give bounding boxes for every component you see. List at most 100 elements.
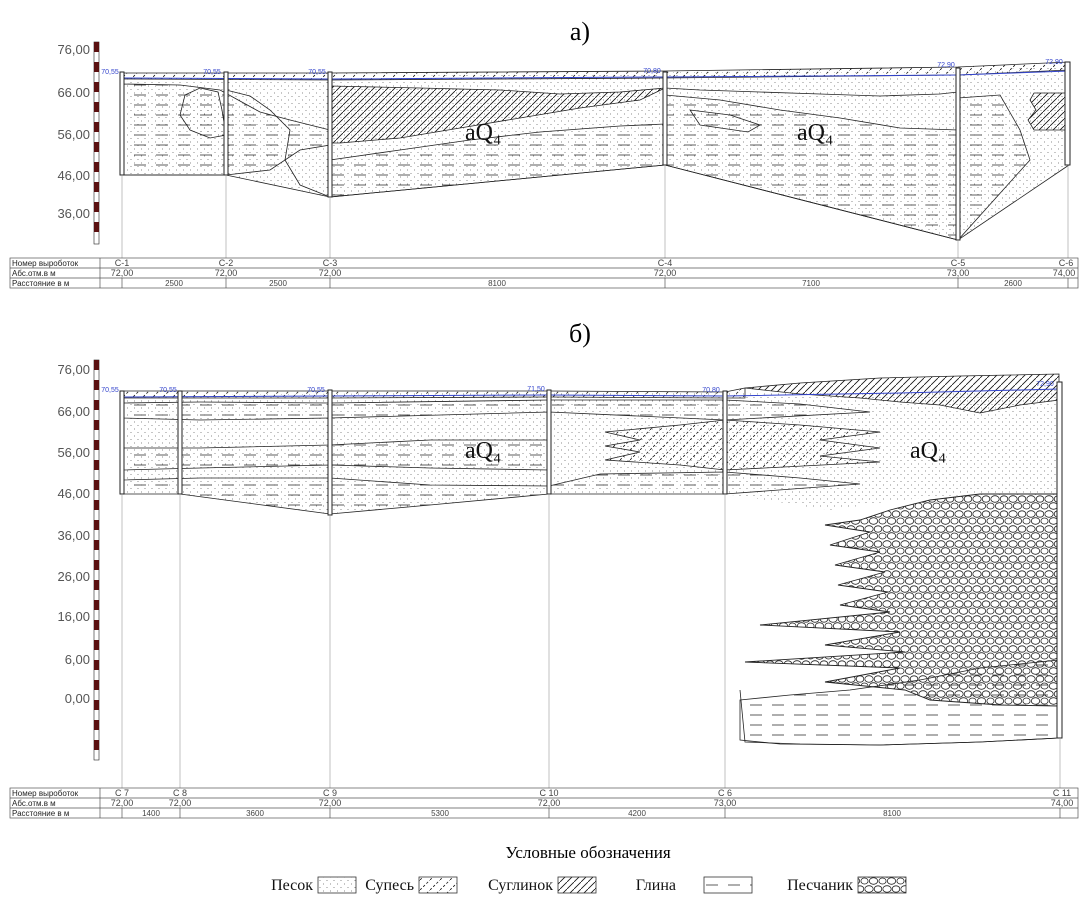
legend-swatch-sandstone [857, 876, 907, 894]
table-a-elev-2: 72,00 [215, 268, 238, 278]
well-c8 [177, 390, 183, 495]
well-top-b-5: 70,80 [702, 387, 720, 394]
legend-swatch-sand [317, 876, 357, 894]
well-c7 [119, 390, 125, 495]
table-a-well-5: С-5 [951, 258, 966, 268]
table-a-elev-6: 74,00 [1053, 268, 1076, 278]
table-a-row-label-2: Абс.отм.в м [12, 269, 56, 278]
table-b-row-label-1: Номер выроботок [12, 789, 79, 798]
section-b-loam-cap [744, 373, 1060, 414]
geo-label-a-1: aQ₄ [465, 120, 501, 146]
legend-title: Условные обозначения [505, 843, 670, 862]
table-b-elev-4: 72,00 [538, 798, 561, 808]
y-tick-a-5: 36,00 [57, 206, 90, 221]
well-top-a-6: 72,90 [1045, 59, 1063, 66]
table-b-well-5: С 6 [718, 788, 732, 798]
table-b-well-6: С 11 [1053, 788, 1071, 798]
table-a-well-1: С-1 [115, 258, 130, 268]
legend-label-loam: Суглинок [488, 877, 553, 894]
geo-label-a-2: aQ₄ [797, 120, 833, 146]
well-top-b-1: 70,55 [101, 387, 119, 394]
table-b-row-label-2: Абс.отм.в м [12, 799, 56, 808]
table-a-dist-1: 2500 [165, 279, 183, 288]
table-b-elev-3: 72,00 [319, 798, 342, 808]
section-b-table: Номер выроботок Абс.отм.в м Расстояние в… [9, 787, 1079, 819]
y-tick-b-1: 76,00 [57, 362, 90, 377]
table-b-dist-2: 3600 [246, 809, 264, 818]
section-b-sandy-loam-fingers [604, 419, 881, 471]
well-c5 [955, 67, 961, 241]
well-top-b-2: 70,55 [159, 387, 177, 394]
table-a-well-6: С-6 [1059, 258, 1074, 268]
section-b-water-table [121, 388, 1060, 398]
y-tick-b-6: 26,00 [57, 569, 90, 584]
well-top-a-5: 72,90 [937, 62, 955, 69]
section-a-clay-bodies [121, 83, 1031, 241]
well-top-a-4: 70,80 [643, 68, 661, 75]
well-top-a-2: 70,55 [203, 69, 221, 76]
table-b-well-2: С 8 [173, 788, 187, 798]
table-b-row-label-3: Расстояние в м [12, 809, 69, 818]
legend: Условные обозначения Песок Супесь Суглин… [271, 843, 907, 894]
table-a-well-4: С-4 [658, 258, 673, 268]
well-c10 [546, 389, 552, 495]
table-b-well-4: С 10 [539, 788, 558, 798]
table-a-dist-3: 8100 [488, 279, 506, 288]
y-tick-a-3: 56,00 [57, 127, 90, 142]
well-c4 [662, 71, 668, 166]
y-tick-b-3: 56,00 [57, 445, 90, 460]
well-c6b [722, 390, 728, 495]
y-tick-b-8: 6,00 [65, 652, 90, 667]
table-a-well-2: С-2 [219, 258, 234, 268]
table-a-elev-1: 72,00 [111, 268, 134, 278]
section-b-title: б) [569, 319, 591, 348]
legend-label-sand: Песок [271, 877, 313, 894]
section-b-wells [119, 381, 1063, 739]
table-b-elev-2: 72,00 [169, 798, 192, 808]
well-top-a-3: 70,55 [308, 69, 326, 76]
y-tick-b-2: 66,00 [57, 404, 90, 419]
y-tick-b-5: 36,00 [57, 528, 90, 543]
table-b-well-1: С 7 [115, 788, 129, 798]
section-a-scale-bar [93, 41, 100, 245]
well-c2 [223, 71, 229, 176]
table-a-row-label-1: Номер выроботок [12, 259, 79, 268]
section-a-title: а) [570, 17, 590, 46]
well-c3 [327, 71, 333, 198]
well-top-a-1: 70,55 [101, 69, 119, 76]
y-tick-a-1: 76,00 [57, 42, 90, 57]
table-b-elev-5: 73,00 [714, 798, 737, 808]
section-a-loam-bodies [329, 85, 1070, 144]
table-a-dist-5: 2600 [1004, 279, 1022, 288]
legend-swatch-sandy-loam [418, 876, 458, 894]
table-a-dist-2: 2500 [269, 279, 287, 288]
table-b-dist-3: 5300 [431, 809, 449, 818]
table-b-dist-1: 1400 [142, 809, 160, 818]
geo-label-b-1: aQ₄ [465, 438, 501, 464]
table-a-elev-3: 72,00 [319, 268, 342, 278]
table-a-elev-5: 73,00 [947, 268, 970, 278]
y-tick-a-4: 46,00 [57, 168, 90, 183]
y-tick-b-7: 16,00 [57, 609, 90, 624]
legend-label-sandstone: Песчаник [787, 877, 853, 894]
well-top-b-6: 72,90 [1036, 381, 1054, 388]
y-tick-b-4: 46,00 [57, 486, 90, 501]
table-a-elev-4: 72,00 [654, 268, 677, 278]
table-b-well-3: С 9 [323, 788, 337, 798]
well-c9 [327, 389, 333, 516]
well-c11 [1056, 381, 1063, 739]
well-top-b-4: 71,50 [527, 386, 545, 393]
table-b-dist-4: 4200 [628, 809, 646, 818]
section-b-scale-bar [93, 359, 100, 761]
geo-label-b-2: aQ₄ [910, 438, 946, 464]
section-b-sandstone-body [744, 493, 1060, 707]
table-a-well-3: С-3 [323, 258, 338, 268]
y-tick-a-2: 66.00 [57, 85, 90, 100]
section-a: а) 76,00 66.00 56,00 46,00 36,00 [9, 17, 1079, 289]
table-a-dist-4: 7100 [802, 279, 820, 288]
section-a-table: Номер выроботок Абс.отм.в м Расстояние в… [9, 257, 1079, 289]
section-b-clay-bodies [121, 399, 1060, 746]
y-tick-b-9: 0,00 [65, 691, 90, 706]
table-b-dist-5: 8100 [883, 809, 901, 818]
